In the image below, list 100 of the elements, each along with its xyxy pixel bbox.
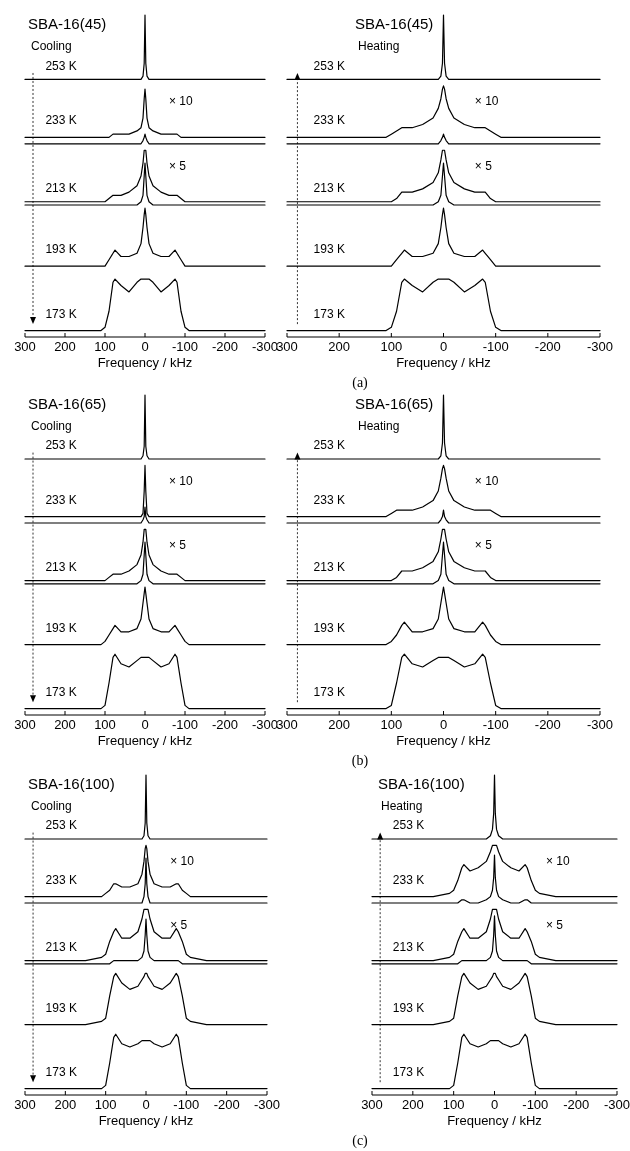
annotation: 193 K: [45, 242, 77, 257]
annotation: 253 K: [313, 438, 345, 453]
x-axis-title: Frequency / kHz: [396, 355, 491, 370]
x-tick-label: -100: [482, 717, 509, 732]
x-tick-label: 100: [380, 717, 403, 732]
x-tick-label: -300: [251, 339, 279, 354]
x-tick-label: 0: [142, 1097, 150, 1112]
text: Heating: [381, 799, 423, 813]
x-tick-label: -300: [603, 1097, 630, 1112]
text: (b): [351, 753, 369, 769]
annotation: 233 K: [45, 492, 77, 507]
annotation: 233 K: [313, 492, 345, 507]
text: Heating: [358, 39, 400, 53]
x-tick-label: -300: [251, 717, 279, 732]
x-tick-label: 0: [490, 1097, 499, 1112]
annotation: 233 K: [45, 113, 77, 128]
x-tick-label: 300: [276, 339, 298, 354]
x-tick-label: -100: [171, 717, 199, 732]
annotation: 233 K: [313, 113, 345, 128]
x-axis-title: Frequency / kHz: [97, 733, 193, 748]
annotation: 253 K: [45, 438, 77, 453]
annotation: × 10: [545, 853, 570, 868]
annotation: 253 K: [45, 818, 77, 833]
x-tick-label: -200: [211, 717, 239, 732]
x-tick-label: 300: [14, 339, 36, 354]
text: (c): [352, 1133, 369, 1149]
text: (a): [352, 375, 369, 391]
x-axis-title: Frequency / kHz: [98, 1113, 194, 1128]
text: Cooling: [31, 39, 72, 53]
x-tick-label: 300: [361, 1097, 383, 1112]
annotation: × 10: [169, 473, 194, 488]
x-tick-label: -100: [173, 1097, 200, 1112]
x-tick-label: 200: [328, 717, 351, 732]
chart-title: SBA-16(45): [355, 15, 434, 32]
annotation: 253 K: [45, 58, 77, 73]
x-tick-label: -200: [534, 339, 561, 354]
x-tick-label: 100: [94, 717, 116, 732]
x-tick-label: 0: [439, 339, 448, 354]
x-tick-label: -200: [213, 1097, 240, 1112]
annotation: 233 K: [392, 872, 425, 887]
x-tick-label: 100: [94, 339, 116, 354]
x-tick-label: -300: [586, 339, 614, 354]
x-tick-label: 200: [328, 339, 351, 354]
annotation: 173 K: [313, 306, 345, 321]
annotation: × 10: [474, 473, 499, 488]
annotation: 213 K: [392, 940, 425, 954]
x-tick-label: -300: [586, 717, 614, 732]
x-tick-label: 300: [14, 1097, 36, 1112]
x-tick-label: 0: [141, 717, 149, 732]
x-tick-label: 100: [380, 339, 403, 354]
annotation: 173 K: [313, 684, 345, 699]
annotation: × 5: [169, 158, 187, 173]
text: Heating: [358, 419, 400, 433]
x-tick-label: -300: [253, 1097, 281, 1112]
x-tick-label: -100: [482, 339, 509, 354]
annotation: 213 K: [313, 181, 345, 196]
annotation: × 10: [474, 94, 499, 109]
annotation: × 5: [474, 537, 493, 552]
annotation: 253 K: [313, 58, 345, 73]
annotation: × 5: [169, 537, 187, 552]
x-tick-label: -100: [522, 1097, 549, 1112]
annotation: × 5: [545, 917, 564, 932]
x-axis-title: Frequency / kHz: [447, 1113, 542, 1128]
annotation: 173 K: [45, 684, 77, 699]
x-axis-title: Frequency / kHz: [97, 355, 193, 370]
chart-title: SBA-16(65): [28, 395, 107, 412]
annotation: 233 K: [45, 872, 77, 887]
annotation: 193 K: [45, 620, 77, 635]
annotation: 193 K: [313, 242, 345, 257]
annotation: 193 K: [45, 1000, 77, 1015]
annotation: 193 K: [392, 1000, 425, 1015]
annotation: 173 K: [45, 1064, 77, 1079]
x-tick-label: 0: [141, 339, 149, 354]
x-tick-label: -100: [171, 339, 199, 354]
x-tick-label: 100: [442, 1097, 465, 1112]
text: Cooling: [31, 799, 72, 813]
chart-title: SBA-16(45): [28, 15, 107, 32]
annotation: 213 K: [45, 181, 77, 196]
annotation: 193 K: [313, 620, 345, 635]
x-tick-label: 100: [94, 1097, 117, 1112]
annotation: 213 K: [45, 560, 77, 574]
x-tick-label: 200: [401, 1097, 424, 1112]
annotation: 173 K: [392, 1064, 425, 1079]
x-tick-label: 300: [276, 717, 298, 732]
x-tick-label: 0: [439, 717, 448, 732]
x-tick-label: 200: [54, 717, 76, 732]
chart-title: SBA-16(100): [28, 775, 115, 792]
x-tick-label: 200: [54, 339, 76, 354]
annotation: 213 K: [45, 940, 77, 954]
chart-title: SBA-16(100): [378, 775, 465, 792]
annotation: 253 K: [392, 818, 425, 833]
annotation: 173 K: [45, 306, 77, 321]
annotation: × 10: [169, 94, 194, 109]
x-tick-label: 200: [54, 1097, 77, 1112]
chart-title: SBA-16(65): [355, 395, 434, 412]
x-tick-label: 300: [14, 717, 36, 732]
x-tick-label: -200: [534, 717, 561, 732]
text: Cooling: [31, 419, 72, 433]
x-tick-label: -200: [211, 339, 239, 354]
annotation: 213 K: [313, 560, 345, 574]
